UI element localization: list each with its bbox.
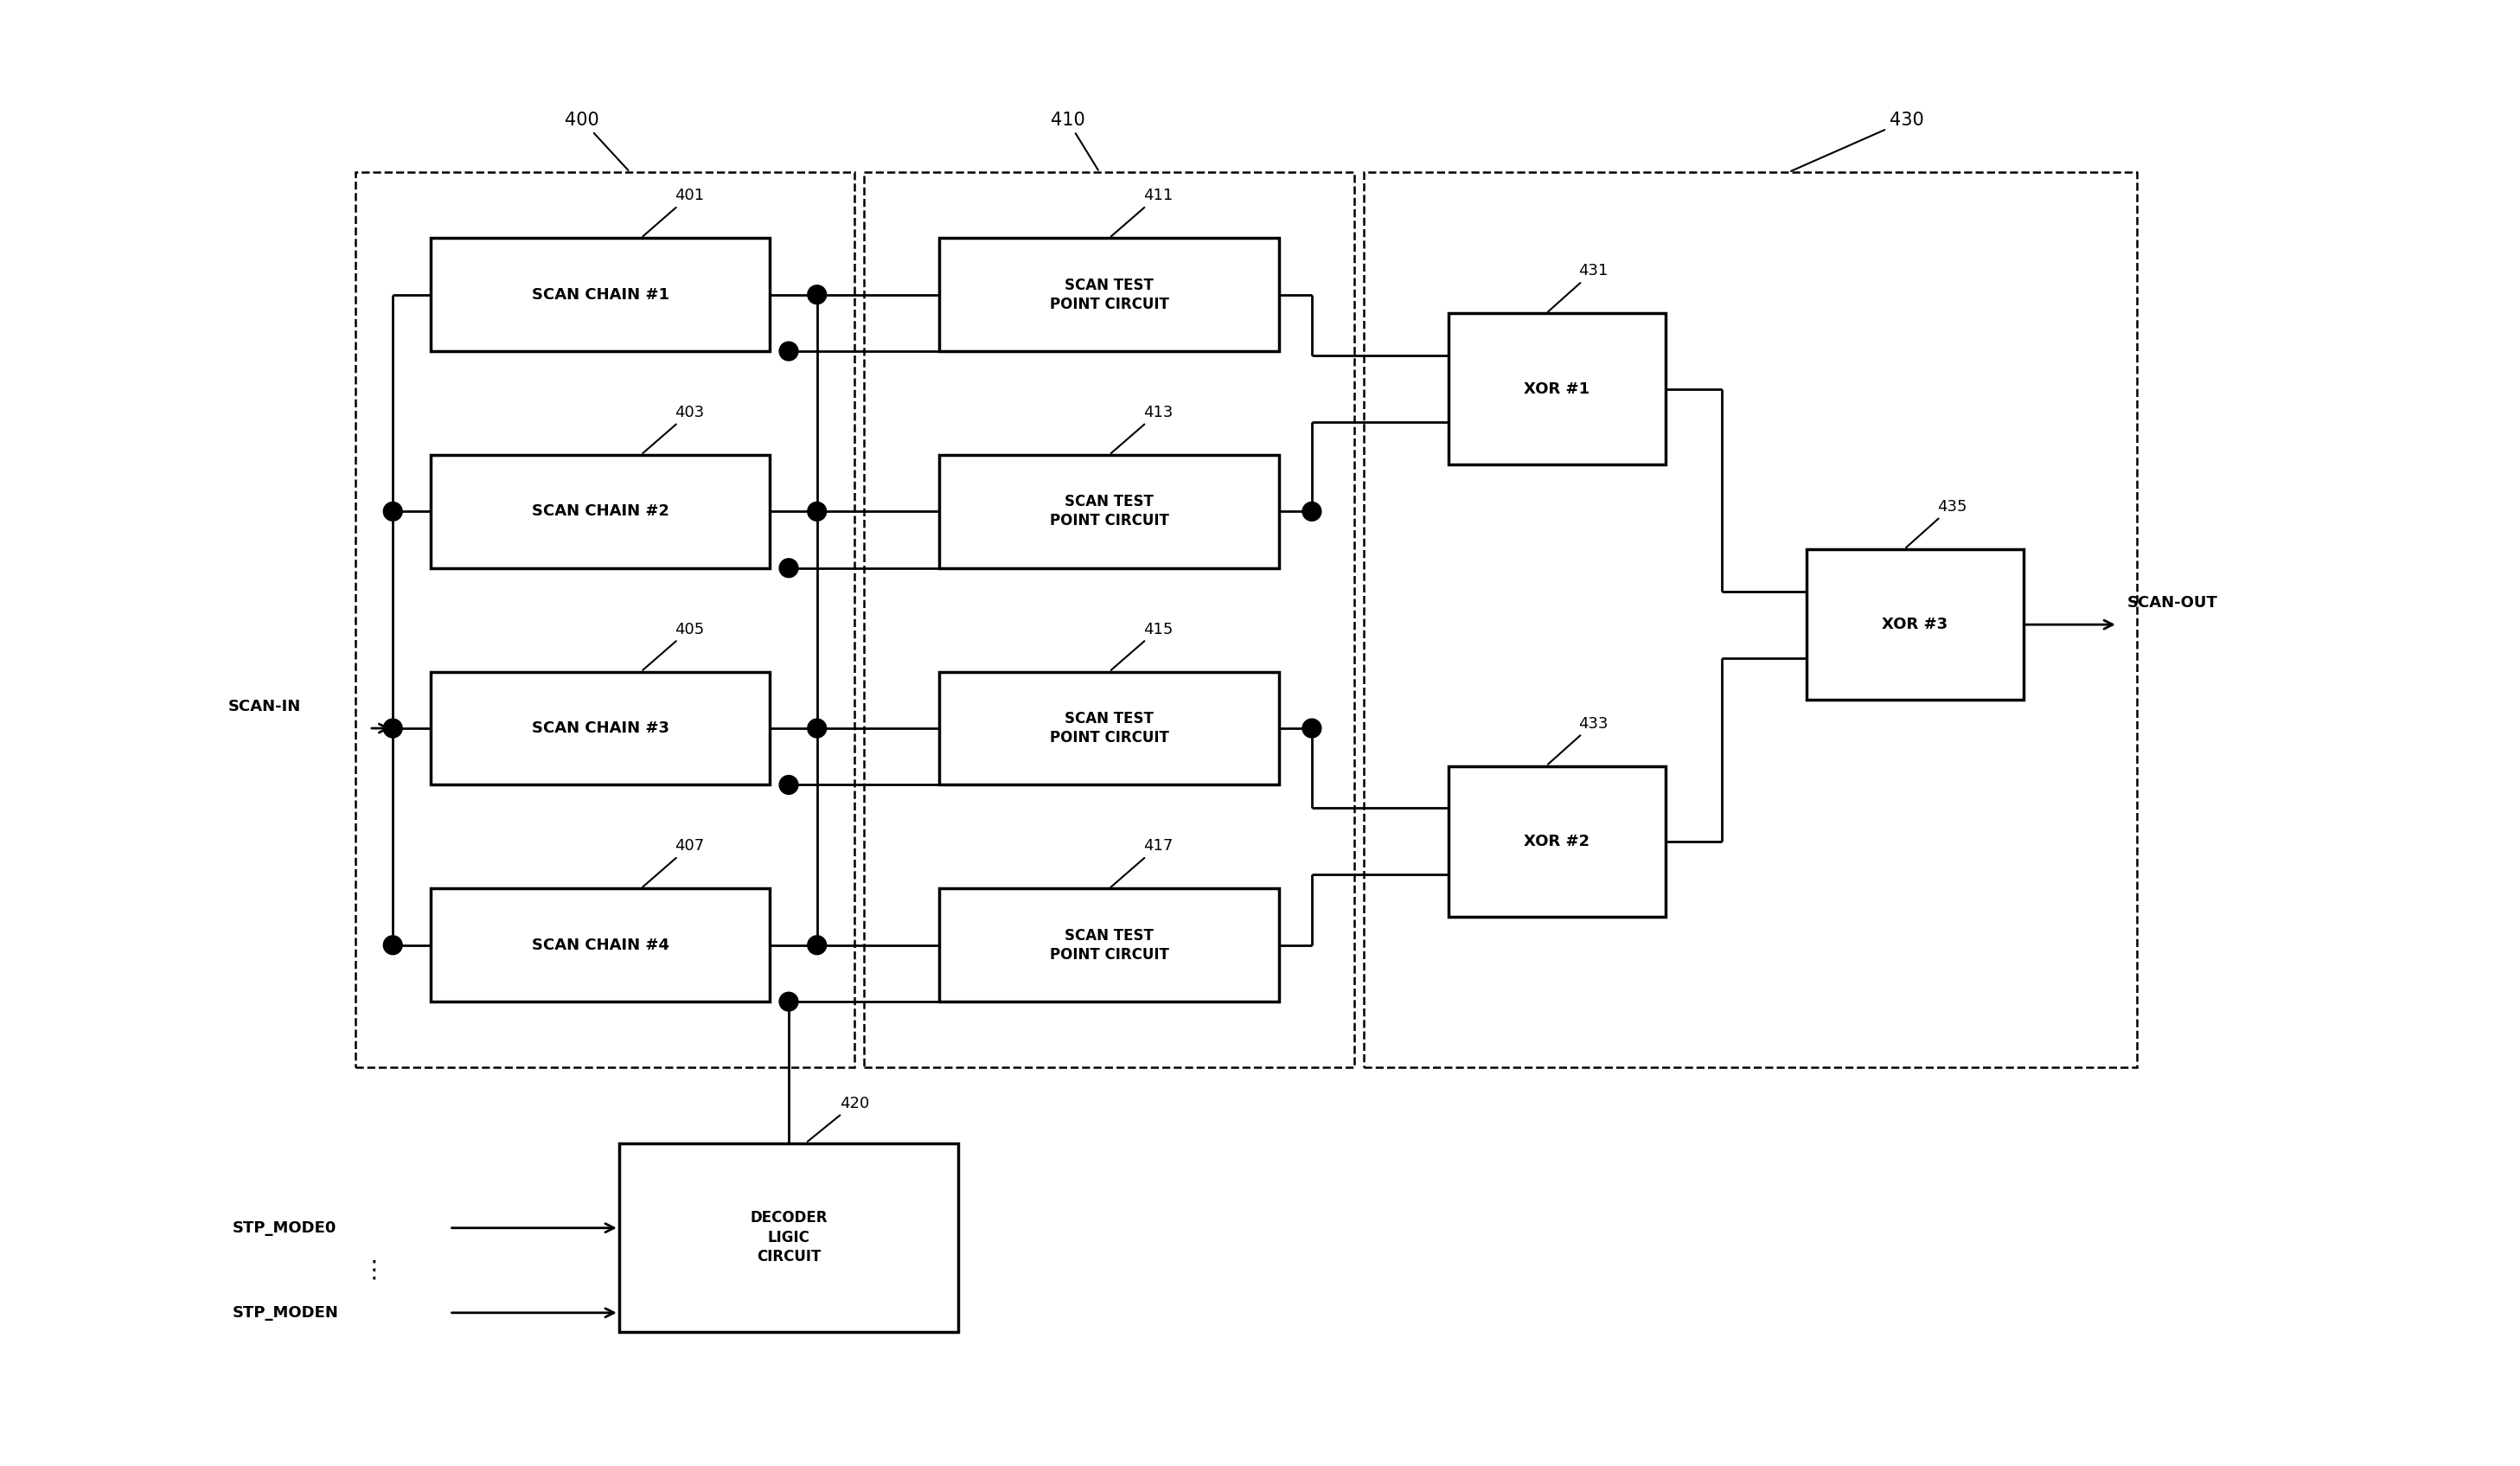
- Text: SCAN CHAIN #4: SCAN CHAIN #4: [532, 937, 668, 953]
- Circle shape: [806, 501, 827, 520]
- Text: SCAN CHAIN #3: SCAN CHAIN #3: [532, 720, 668, 736]
- Text: SCAN CHAIN #2: SCAN CHAIN #2: [532, 504, 668, 519]
- Text: 405: 405: [643, 622, 706, 670]
- Text: SCAN TEST
POINT CIRCUIT: SCAN TEST POINT CIRCUIT: [1048, 928, 1169, 963]
- Text: SCAN-OUT: SCAN-OUT: [2127, 595, 2218, 610]
- Text: XOR #1: XOR #1: [1525, 381, 1590, 397]
- Bar: [620, 1143, 958, 1331]
- Text: 413: 413: [1111, 405, 1172, 453]
- Bar: [431, 454, 769, 567]
- Text: ⋮: ⋮: [363, 1258, 386, 1283]
- Circle shape: [779, 559, 799, 578]
- Text: 403: 403: [643, 405, 706, 453]
- Bar: [864, 172, 1353, 1067]
- Text: 433: 433: [1547, 715, 1608, 764]
- Circle shape: [806, 935, 827, 954]
- Text: 417: 417: [1111, 839, 1172, 887]
- Circle shape: [383, 935, 403, 954]
- Text: 435: 435: [1905, 498, 1966, 548]
- Bar: [431, 671, 769, 784]
- Text: 430: 430: [1792, 111, 1923, 172]
- Circle shape: [1303, 501, 1320, 520]
- Bar: [940, 671, 1278, 784]
- Bar: [1363, 172, 2137, 1067]
- Bar: [1807, 550, 2024, 699]
- Text: SCAN TEST
POINT CIRCUIT: SCAN TEST POINT CIRCUIT: [1048, 494, 1169, 529]
- Text: 415: 415: [1111, 622, 1172, 670]
- Circle shape: [806, 718, 827, 737]
- Bar: [940, 454, 1278, 567]
- Circle shape: [779, 342, 799, 361]
- Circle shape: [1303, 718, 1320, 737]
- Text: STP_MODE0: STP_MODE0: [232, 1220, 338, 1236]
- Text: 401: 401: [643, 188, 706, 236]
- Text: 431: 431: [1547, 264, 1608, 312]
- Circle shape: [806, 286, 827, 303]
- Bar: [1449, 314, 1666, 465]
- Bar: [431, 237, 769, 352]
- Circle shape: [779, 992, 799, 1012]
- Bar: [355, 172, 854, 1067]
- Circle shape: [383, 718, 403, 737]
- Bar: [431, 888, 769, 1001]
- Text: XOR #2: XOR #2: [1525, 834, 1590, 849]
- Circle shape: [779, 776, 799, 795]
- Text: 407: 407: [643, 839, 706, 887]
- Text: XOR #3: XOR #3: [1882, 617, 1948, 632]
- Text: 400: 400: [564, 111, 627, 170]
- Bar: [940, 888, 1278, 1001]
- Text: SCAN TEST
POINT CIRCUIT: SCAN TEST POINT CIRCUIT: [1048, 277, 1169, 312]
- Bar: [1449, 767, 1666, 916]
- Text: 411: 411: [1111, 188, 1172, 236]
- Text: 420: 420: [806, 1095, 869, 1142]
- Text: 410: 410: [1051, 111, 1099, 170]
- Bar: [940, 237, 1278, 352]
- Text: SCAN CHAIN #1: SCAN CHAIN #1: [532, 287, 668, 302]
- Text: SCAN-IN: SCAN-IN: [227, 699, 300, 714]
- Text: DECODER
LIGIC
CIRCUIT: DECODER LIGIC CIRCUIT: [751, 1211, 827, 1264]
- Circle shape: [383, 501, 403, 520]
- Text: SCAN TEST
POINT CIRCUIT: SCAN TEST POINT CIRCUIT: [1048, 711, 1169, 746]
- Text: STP_MODEN: STP_MODEN: [232, 1305, 338, 1321]
